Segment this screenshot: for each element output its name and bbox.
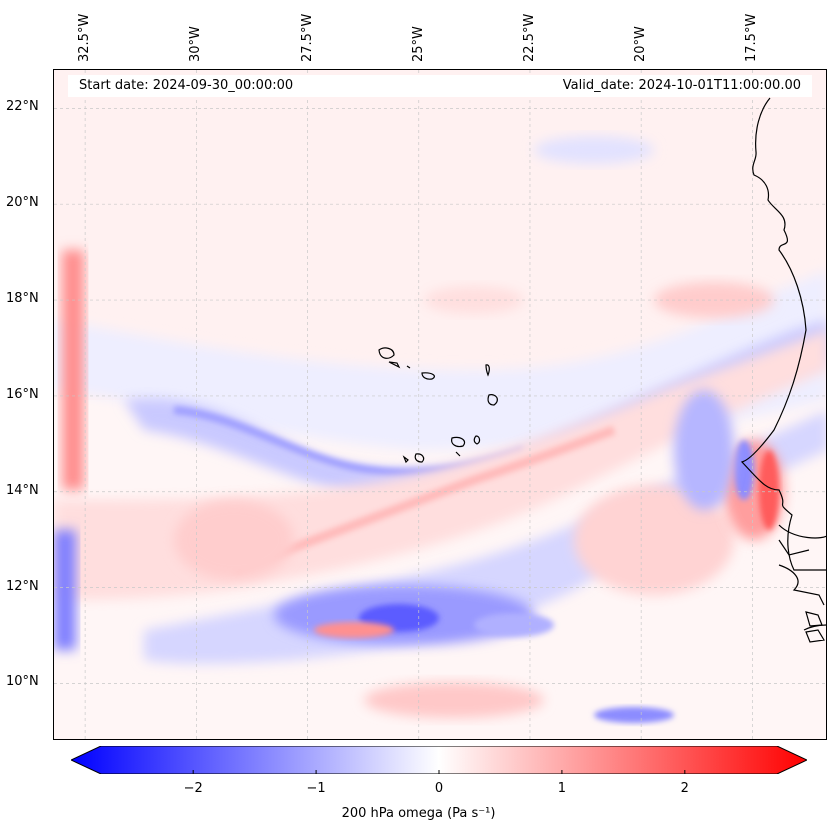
colorbar-label: 200 hPa omega (Pa s⁻¹) <box>341 806 496 821</box>
map-gridlines <box>54 70 826 739</box>
lat-tick-label: 14°N <box>6 482 39 498</box>
map-panel <box>53 69 827 740</box>
lat-tick-label: 18°N <box>6 291 39 307</box>
omega-contour-fill <box>54 70 826 739</box>
lat-tick-label: 16°N <box>6 386 39 402</box>
coastline <box>378 97 826 643</box>
lon-tick-label: 22.5°W <box>521 13 537 62</box>
colorbar-tick-label: 0 <box>434 781 444 796</box>
colorbar <box>71 746 807 774</box>
colorbar-tick-label: −1 <box>306 781 326 796</box>
lat-tick-label: 12°N <box>6 578 39 594</box>
date-header-strip <box>68 75 812 97</box>
lon-tick-label: 17.5°W <box>744 13 760 62</box>
colorbar-ticks <box>192 770 686 774</box>
lon-tick-label: 25°W <box>410 26 426 62</box>
lon-tick-label: 27.5°W <box>299 13 315 62</box>
lon-tick-label: 20°W <box>633 26 649 62</box>
lat-tick-label: 10°N <box>6 674 39 690</box>
valid-date-text: Valid_date: 2024-10-01T11:00:00.00 <box>562 78 801 93</box>
colorbar-tick-label: 1 <box>557 781 567 796</box>
omega-field-map <box>54 70 826 739</box>
colorbar-tick-label: 2 <box>680 781 689 796</box>
colorbar-tick-label: −2 <box>183 781 203 796</box>
lat-tick-label: 20°N <box>6 195 39 211</box>
colorbar-bar <box>71 746 807 774</box>
start-date-text: Start date: 2024-09-30_00:00:00 <box>79 78 294 93</box>
lon-tick-label: 30°W <box>188 26 204 62</box>
lat-tick-label: 22°N <box>6 99 39 115</box>
lon-tick-label: 32.5°W <box>77 13 93 62</box>
